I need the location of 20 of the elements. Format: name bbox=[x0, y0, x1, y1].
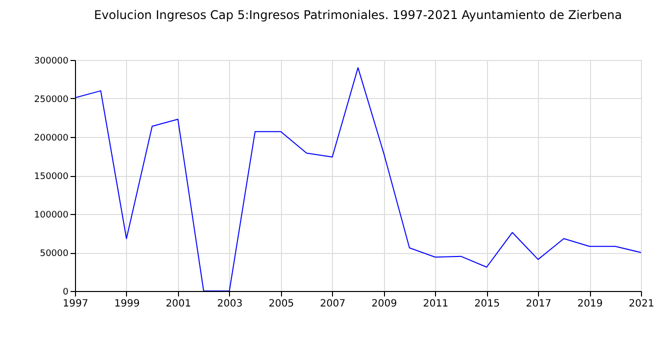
y-tick-label: 100000 bbox=[34, 210, 69, 220]
x-tick-label: 2011 bbox=[422, 298, 448, 310]
x-tick-label: 2007 bbox=[320, 298, 346, 310]
x-tick-label: 1999 bbox=[114, 298, 140, 310]
x-tick-label: 2003 bbox=[217, 298, 243, 310]
x-tick-label: 2017 bbox=[526, 298, 552, 310]
y-tick-label: 50000 bbox=[40, 249, 69, 259]
x-tick-label: 2009 bbox=[372, 298, 397, 310]
x-tick-label: 2021 bbox=[628, 298, 654, 310]
x-tick-label: 2019 bbox=[577, 298, 603, 310]
chart-title: Evolucion Ingresos Cap 5:Ingresos Patrimoniales. 1997-2021 Ayuntamiento de Zierbena bbox=[94, 8, 622, 22]
y-tick-label: 250000 bbox=[34, 95, 69, 105]
x-tick-label: 2001 bbox=[166, 298, 192, 310]
x-tick-label: 2005 bbox=[268, 298, 294, 310]
y-tick-label: 150000 bbox=[34, 172, 69, 182]
x-tick-label: 1997 bbox=[62, 298, 88, 310]
x-tick-label: 2015 bbox=[474, 298, 500, 310]
y-tick-label: 300000 bbox=[34, 56, 69, 66]
y-tick-label: 200000 bbox=[34, 134, 69, 144]
y-tick-label: 0 bbox=[62, 288, 69, 298]
